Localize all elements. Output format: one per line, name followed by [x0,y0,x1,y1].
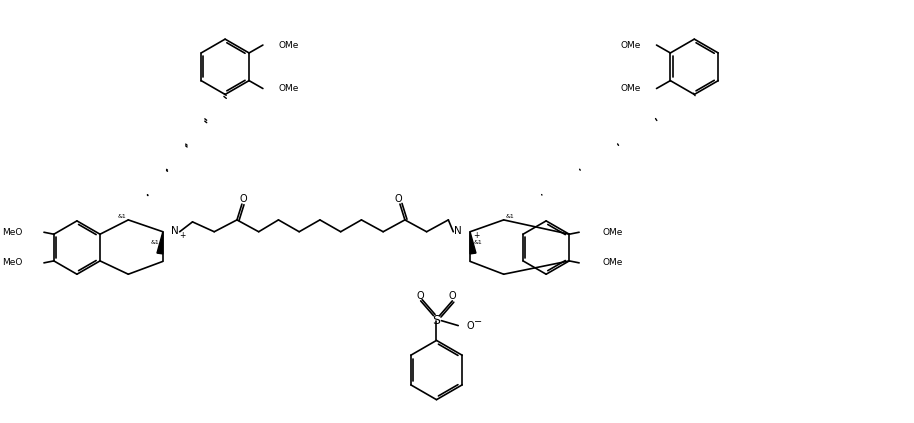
Text: S: S [432,314,441,327]
Text: OMe: OMe [279,84,299,93]
Polygon shape [470,232,476,254]
Text: O: O [394,194,402,204]
Polygon shape [157,232,163,254]
Text: O: O [239,194,247,204]
Text: &1: &1 [150,240,159,245]
Text: +: + [180,231,186,240]
Text: OMe: OMe [621,84,641,93]
Text: O: O [466,321,473,331]
Text: +: + [473,231,480,240]
Text: −: − [474,317,483,327]
Text: &1: &1 [505,214,515,220]
Text: MeO: MeO [2,228,22,237]
Text: MeO: MeO [2,258,22,267]
Text: &1: &1 [474,240,483,245]
Text: OMe: OMe [603,228,623,237]
Text: O: O [417,291,424,301]
Text: OMe: OMe [621,41,641,49]
Text: OMe: OMe [603,258,623,267]
Text: &1: &1 [118,214,126,220]
Text: N: N [454,226,462,236]
Text: OMe: OMe [279,41,299,49]
Text: N: N [171,226,178,236]
Text: O: O [449,291,456,301]
